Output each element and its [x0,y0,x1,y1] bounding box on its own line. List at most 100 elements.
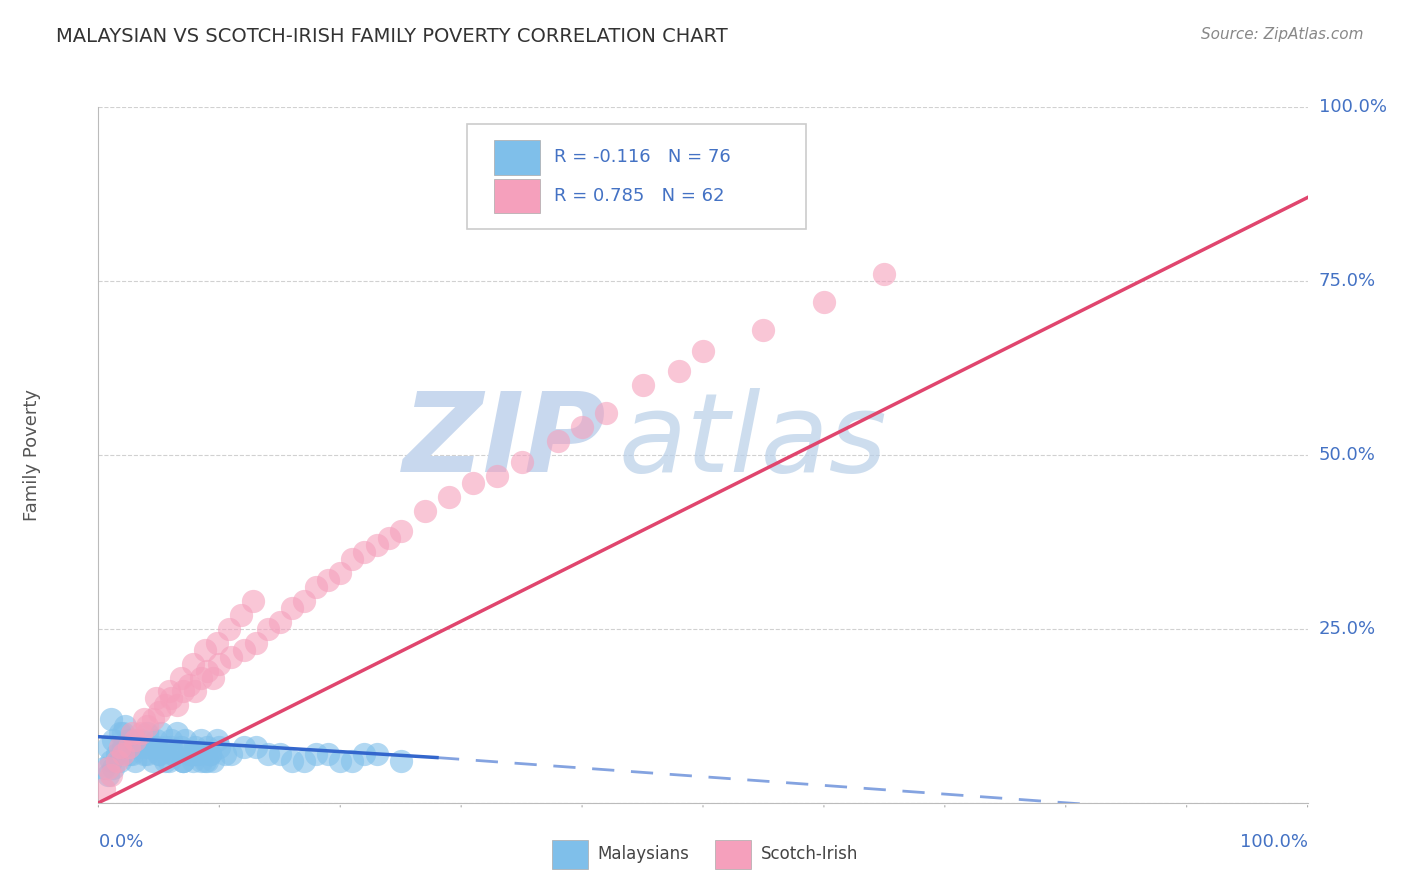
Point [198,747,221,761]
Point [195,740,218,755]
Point [142,754,165,768]
Point [214,747,236,761]
Point [124,733,146,747]
Point [342,552,364,566]
Point [169,740,191,755]
Point [256,622,278,636]
Text: R = -0.116   N = 76: R = -0.116 N = 76 [554,148,731,166]
Point [510,455,533,469]
Point [114,719,136,733]
Point [316,573,339,587]
Point [181,657,204,671]
Point [229,607,252,622]
Point [202,671,225,685]
FancyBboxPatch shape [467,124,806,229]
Point [208,657,231,671]
Point [100,712,122,726]
Point [281,601,304,615]
Point [195,754,218,768]
Point [184,740,207,755]
Point [463,475,485,490]
Point [281,754,304,768]
Point [353,545,375,559]
Point [221,649,243,664]
FancyBboxPatch shape [494,178,540,213]
Point [153,740,176,755]
Point [93,781,115,796]
Text: Source: ZipAtlas.com: Source: ZipAtlas.com [1201,27,1364,42]
Point [752,323,775,337]
Point [389,754,412,768]
Point [118,740,141,755]
Point [134,747,156,761]
Point [145,740,167,755]
Point [437,490,460,504]
Point [245,636,267,650]
Point [100,768,122,782]
Point [269,747,291,761]
Text: Scotch-Irish: Scotch-Irish [761,846,859,863]
Point [111,740,134,755]
Point [177,677,201,691]
Point [377,532,399,546]
Point [181,754,204,768]
Point [413,503,436,517]
Point [242,594,264,608]
Point [105,747,128,761]
Point [194,754,217,768]
Point [172,684,194,698]
Point [292,754,315,768]
Point [108,740,131,755]
Text: 100.0%: 100.0% [1319,98,1386,116]
Point [353,747,375,761]
Point [148,706,170,720]
Point [292,594,315,608]
Point [148,747,170,761]
Text: 100.0%: 100.0% [1240,833,1308,851]
Point [127,740,149,755]
Point [134,712,156,726]
Point [366,747,388,761]
Point [195,664,218,678]
Point [97,740,120,755]
Point [160,691,183,706]
Text: 75.0%: 75.0% [1319,272,1376,290]
Point [153,698,176,713]
Point [190,754,212,768]
Point [108,726,131,740]
Point [169,671,191,685]
FancyBboxPatch shape [494,140,540,175]
Point [692,343,714,358]
Point [366,538,388,552]
Point [181,747,204,761]
Point [221,747,243,761]
Text: 25.0%: 25.0% [1319,620,1376,638]
Point [157,684,180,698]
Point [127,740,149,755]
Point [118,733,141,747]
Point [142,712,165,726]
Point [232,642,254,657]
Point [118,747,141,761]
Point [97,768,120,782]
Point [305,747,328,761]
Text: ZIP: ZIP [402,387,606,494]
Text: Family Poverty: Family Poverty [22,389,41,521]
Point [135,719,157,733]
Point [162,747,184,761]
Point [162,747,184,761]
Point [157,754,180,768]
Text: Malaysians: Malaysians [598,846,690,863]
Point [97,761,120,775]
Point [148,747,170,761]
Text: atlas: atlas [619,387,887,494]
Point [121,747,143,761]
Point [108,754,131,768]
Point [135,747,157,761]
Point [160,740,183,755]
Point [135,740,157,755]
Point [121,726,143,740]
Point [190,733,212,747]
Text: 50.0%: 50.0% [1319,446,1375,464]
Point [145,691,167,706]
